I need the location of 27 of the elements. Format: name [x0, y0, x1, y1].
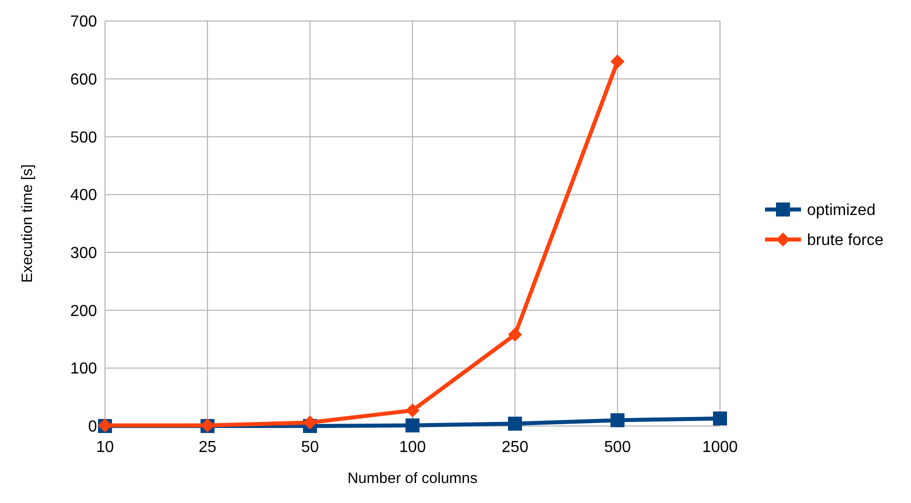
- point: [508, 416, 522, 431]
- legend-label: optimized: [807, 202, 876, 220]
- point: [610, 54, 624, 68]
- x-tick-label: 10: [96, 439, 114, 456]
- x-tick-label: 500: [604, 439, 631, 456]
- point: [508, 328, 522, 342]
- y-axis-title: Execution time [s]: [19, 164, 36, 283]
- point: [303, 416, 317, 430]
- x-axis-title: Number of columns: [347, 470, 478, 487]
- y-tick-label: 500: [70, 129, 98, 146]
- x-tick-label: 250: [502, 439, 528, 456]
- x-tick-label: 100: [399, 439, 426, 456]
- x-tick-label: 1000: [702, 439, 738, 456]
- y-tick-label: 100: [70, 360, 98, 378]
- point: [406, 403, 420, 418]
- point: [610, 413, 624, 428]
- y-tick-label: 0: [88, 418, 98, 436]
- y-tick-label: 700: [70, 14, 98, 31]
- x-tick-label: 25: [198, 439, 216, 456]
- y-tick-label: 200: [70, 302, 98, 320]
- y-tick-label: 400: [70, 187, 98, 204]
- x-tick-label: 50: [301, 439, 319, 456]
- y-tick-label: 300: [70, 245, 98, 262]
- point: [406, 418, 420, 432]
- legend-label: brute force: [807, 232, 884, 250]
- point: [713, 411, 727, 426]
- y-tick-label: 600: [70, 71, 98, 88]
